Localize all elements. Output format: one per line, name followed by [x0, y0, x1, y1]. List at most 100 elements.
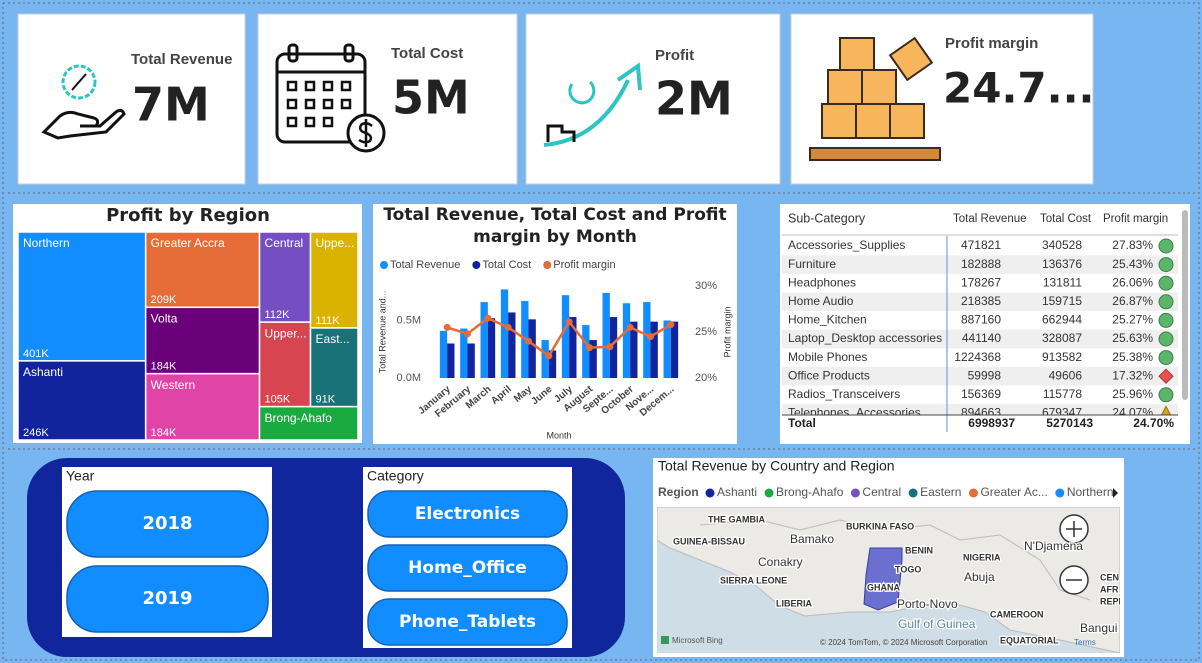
status-indicator: [1158, 275, 1174, 291]
combo-title: Total Revenue, Total Cost and Profit mar…: [383, 205, 727, 247]
table-cell: Laptop_Desktop accessories: [788, 331, 942, 345]
map-terms[interactable]: Terms: [1074, 638, 1096, 647]
status-indicator: [1158, 257, 1174, 273]
legend-swatch: [908, 488, 918, 498]
legend-scroll-arrow[interactable]: [1113, 488, 1118, 498]
table-cell: 49606: [1049, 368, 1083, 382]
status-indicator: [1160, 405, 1172, 415]
table-cell: Home Audio: [788, 294, 854, 308]
kpi-title: Total Revenue: [131, 51, 232, 68]
place-label: N'Djamena: [1024, 539, 1083, 553]
bar: [643, 302, 651, 378]
kpi-card: [17, 13, 246, 185]
tile-value: 184K: [151, 361, 177, 373]
legend-label: Eastern: [920, 485, 961, 499]
slicer-button[interactable]: [66, 490, 269, 558]
legend-label: Ashanti: [717, 485, 757, 499]
table-cell: 894663: [961, 406, 1001, 420]
legend-swatch: [850, 488, 860, 498]
bar: [467, 343, 475, 378]
bar: [630, 321, 638, 378]
table-cell: 662944: [1042, 313, 1082, 327]
place-label: Bamako: [790, 532, 834, 546]
status-indicator: [1158, 350, 1174, 366]
table-scrollbar[interactable]: [1182, 210, 1188, 400]
table-cell: 25.96%: [1112, 387, 1153, 401]
table-cell: 59998: [968, 368, 1002, 382]
place-label: BURKINA FASO: [846, 521, 914, 531]
bar: [622, 303, 631, 378]
table-cell: 26.06%: [1112, 275, 1153, 289]
column-header: Total Revenue: [953, 213, 1027, 225]
kpi-value: 2M: [655, 72, 733, 126]
table-cell: 340528: [1042, 238, 1082, 252]
treemap-tile: [309, 327, 359, 408]
table-cell: 218385: [961, 294, 1001, 308]
table-cell: 182888: [961, 257, 1001, 271]
table-cell: Telephones_Accessories: [788, 406, 921, 420]
table-body: Accessories_Supplies 471821 340528 27.83% Fu…: [782, 238, 1178, 420]
bar: [561, 295, 570, 378]
legend-swatch: [472, 261, 481, 269]
table-cell: 25.27%: [1112, 313, 1153, 327]
total-cell: 5270143: [1046, 416, 1093, 430]
slicer-item: Electronics: [415, 504, 520, 524]
table-cell: Mobile Phones: [788, 350, 867, 364]
table-cell: Accessories_Supplies: [788, 238, 905, 252]
place-label: GHANA: [867, 582, 900, 592]
place-label: GUINEA-BISSAU: [673, 536, 745, 546]
table-cell: 328087: [1042, 331, 1082, 345]
treemap-tile: [258, 231, 312, 323]
bar: [439, 330, 448, 378]
bar: [589, 340, 597, 378]
table-cell: 178267: [961, 275, 1001, 289]
table-panel: [780, 204, 1190, 444]
slicer-button[interactable]: [367, 544, 568, 592]
y-axis-label: Total Revenue and...: [377, 291, 387, 374]
line-marker: [525, 337, 532, 345]
legend-label: Total Cost: [482, 259, 531, 271]
slicer-button[interactable]: [367, 598, 568, 646]
tile-label: Central: [265, 236, 304, 250]
status-indicator: [1158, 387, 1174, 403]
slicer-button[interactable]: [66, 565, 269, 633]
bar: [582, 325, 590, 378]
table-cell: Furniture: [788, 257, 836, 271]
kpi-card: [525, 13, 781, 185]
table-cell: 115778: [1043, 387, 1082, 401]
bar: [650, 321, 658, 378]
table-cell: Headphones: [788, 275, 856, 289]
table-cell: 25.38%: [1112, 350, 1153, 364]
slicer-button[interactable]: [367, 490, 568, 538]
slicer-item: 2019: [142, 588, 192, 609]
bar: [460, 328, 468, 378]
table-cell: 441140: [962, 331, 1001, 345]
revenue-icon: [41, 64, 126, 140]
tile-value: 112K: [265, 309, 291, 321]
table-cell: Office Products: [788, 368, 870, 382]
kpi-value: 24.7...: [943, 64, 1095, 113]
table-cell: 27.83%: [1112, 238, 1153, 252]
table-cell: 136376: [1042, 257, 1082, 271]
treemap-tile: [258, 405, 359, 441]
place-label: CEN: [1100, 572, 1119, 582]
table-cell: Radios_Transceivers: [788, 387, 900, 401]
profit-icon: [543, 62, 642, 147]
line-marker: [545, 352, 553, 360]
map-labels: THE GAMBIA BURKINA FASO GUINEA-BISSAU Bamak…: [661, 513, 1120, 647]
x-axis-label: Month: [546, 430, 571, 440]
place-label: CAMEROON: [990, 609, 1044, 619]
table-cell: 159715: [1042, 294, 1082, 308]
line-marker: [484, 314, 492, 322]
column-header: Total Cost: [1040, 213, 1092, 225]
bar: [569, 317, 577, 378]
table-cell: 1224368: [954, 350, 1001, 364]
map-logo: Microsoft Bing: [672, 636, 723, 645]
table-cell: 471821: [961, 238, 1001, 252]
total-cell: 6998937: [968, 416, 1015, 430]
legend-label: Total Revenue: [390, 259, 460, 271]
status-indicator: [1158, 368, 1174, 384]
status-indicator: [1158, 331, 1174, 347]
column-header: Profit margin: [1103, 213, 1168, 225]
